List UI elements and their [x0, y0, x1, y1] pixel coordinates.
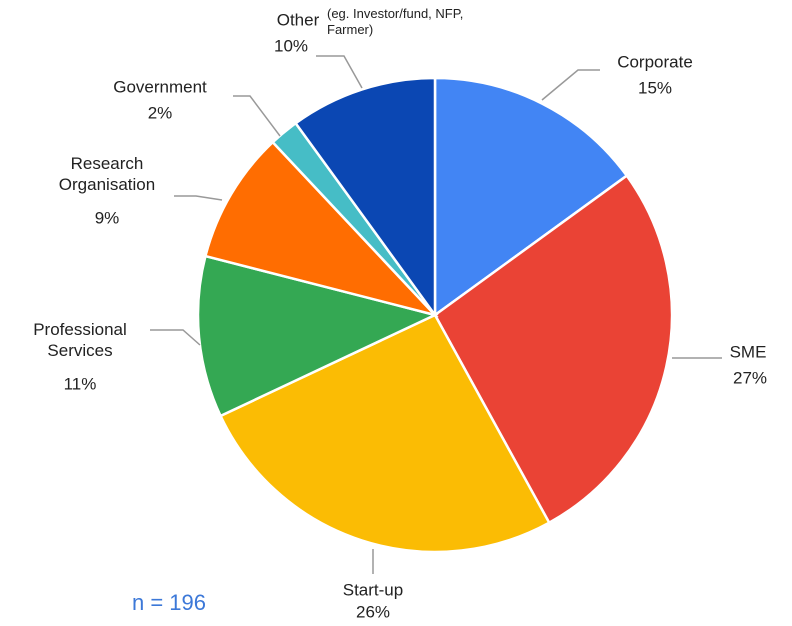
annotation: (eg. Investor/fund, NFP, Farmer)	[327, 6, 464, 37]
pie-slice	[433, 76, 629, 318]
slice-value-label: 11%	[63, 374, 97, 394]
leader-line	[316, 55, 363, 89]
slice-value-label: 2%	[147, 103, 173, 123]
slice-label: Other	[276, 10, 320, 30]
slice-value-label: 26%	[355, 602, 391, 622]
pie-slice	[293, 76, 437, 319]
slice-label: Research Organisation	[58, 154, 156, 194]
slice-value-label: 15%	[637, 78, 673, 98]
pie-slice	[218, 313, 551, 554]
pie-slice	[203, 140, 439, 318]
slice-label: Government	[113, 77, 207, 97]
sample-size: n = 196	[132, 590, 207, 615]
slice-label: Start-up	[342, 580, 404, 600]
slice-label: Corporate	[617, 52, 693, 72]
leader-line	[233, 95, 281, 137]
leader-line	[541, 69, 600, 101]
pie-slice	[433, 173, 674, 525]
slice-value-label: 9%	[94, 208, 120, 228]
leader-line	[150, 329, 201, 346]
slice-value-label: 10%	[273, 36, 309, 56]
leader-line	[174, 195, 223, 201]
pie-slice	[196, 254, 439, 418]
slice-label: SME	[729, 342, 767, 362]
slice-label: Professional Services	[33, 320, 127, 360]
slice-value-label: 27%	[732, 368, 768, 388]
